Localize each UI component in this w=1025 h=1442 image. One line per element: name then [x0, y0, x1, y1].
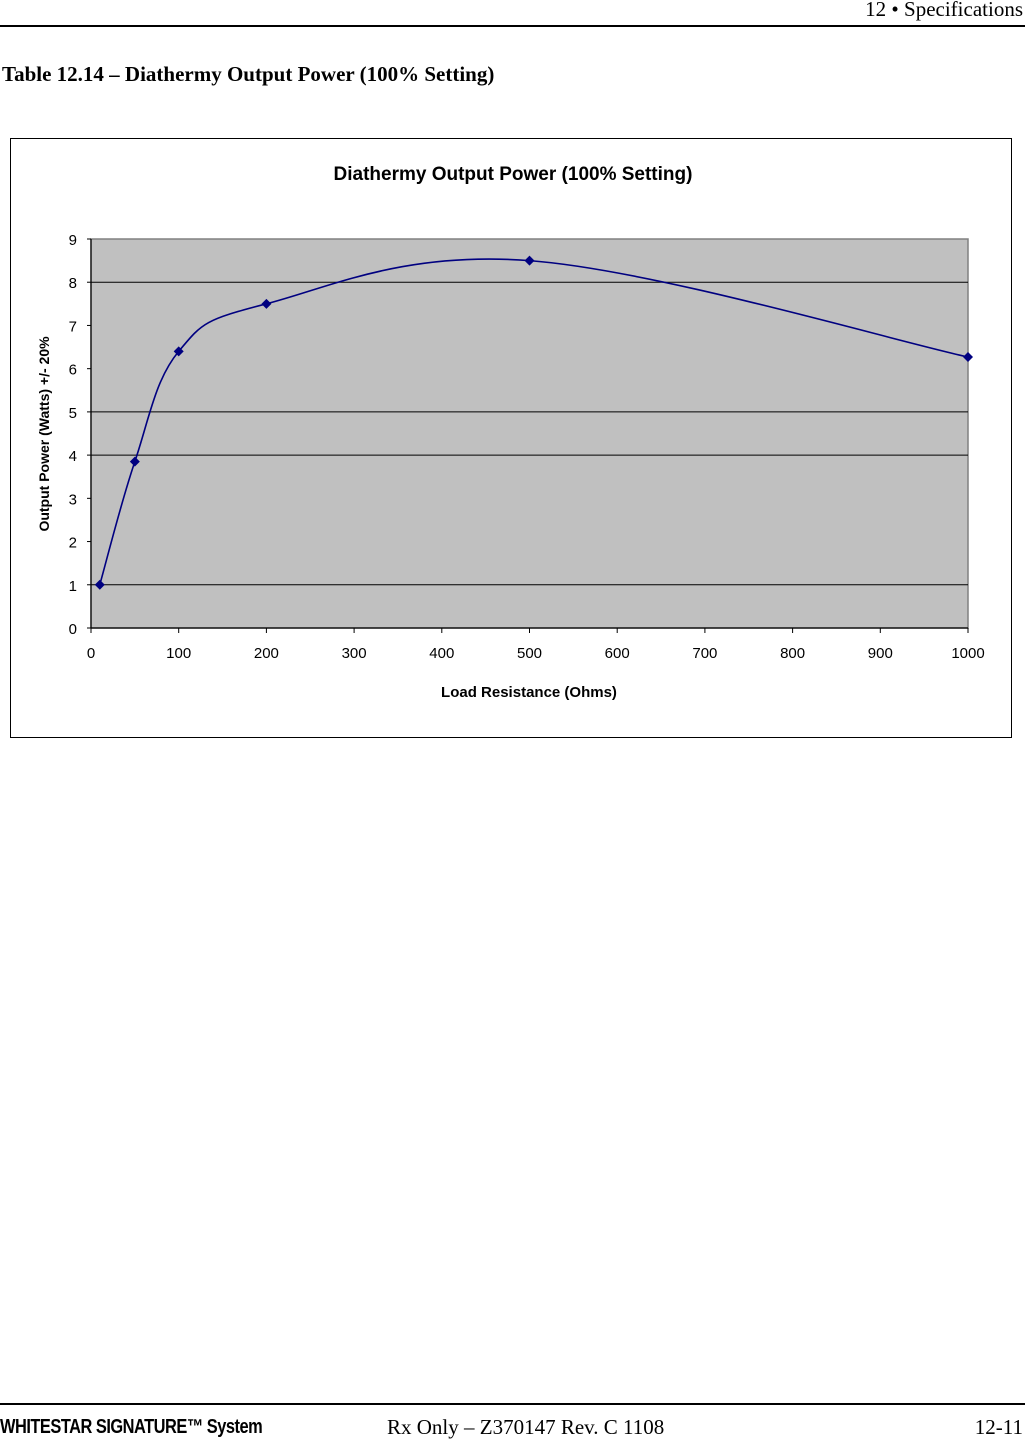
footer-document-id: Rx Only – Z370147 Rev. C 1108: [387, 1415, 665, 1439]
x-axis-label: Load Resistance (Ohms): [441, 684, 617, 701]
page-header-section: 12 • Specifications: [865, 0, 1023, 21]
x-tick-label: 300: [342, 645, 367, 662]
y-tick-label: 0: [69, 621, 77, 638]
y-tick-label: 9: [69, 232, 77, 249]
footer-page-number: 12-11: [974, 1415, 1023, 1439]
plot-area: [90, 238, 969, 629]
gridlines: [91, 281, 968, 586]
x-tick-label: 0: [87, 645, 95, 662]
line-chart: Diathermy Output Power (100% Setting) 0 1…: [36, 164, 985, 701]
y-tick-label: 4: [69, 448, 77, 465]
footer-product-name: WHITESTAR SIGNATURE™ System: [0, 1416, 263, 1438]
diamond-marker: [261, 298, 272, 309]
diamond-marker: [963, 351, 973, 362]
x-tick-label: 500: [517, 645, 542, 662]
diamond-marker: [173, 346, 184, 357]
chart-frame: Diathermy Output Power (100% Setting) 0 1…: [10, 138, 1012, 738]
x-tick-label: 200: [254, 645, 279, 662]
table-title: Table 12.14 – Diathermy Output Power (10…: [2, 62, 495, 86]
x-tick-label: 1000: [951, 645, 984, 662]
header-rule: [0, 25, 1025, 27]
chart-title: Diathermy Output Power (100% Setting): [334, 164, 693, 185]
x-tick-label: 100: [166, 645, 191, 662]
footer-rule: [0, 1403, 1025, 1405]
y-axis-label: Output Power (Watts) +/- 20%: [36, 336, 52, 532]
x-tick-label: 400: [429, 645, 454, 662]
y-tick-label: 1: [69, 578, 77, 595]
diamond-marker: [524, 255, 535, 266]
y-axis-ticks: 0 1 2 3 4 5 6 7 8 9: [69, 232, 91, 638]
x-tick-label: 800: [780, 645, 805, 662]
y-tick-label: 2: [69, 535, 77, 552]
diamond-marker: [94, 579, 105, 590]
y-tick-label: 8: [69, 275, 77, 292]
x-tick-label: 600: [605, 645, 630, 662]
y-tick-label: 7: [69, 318, 77, 335]
x-tick-label: 900: [868, 645, 893, 662]
y-tick-label: 3: [69, 491, 77, 508]
x-tick-label: 700: [692, 645, 717, 662]
x-axis-ticks: 0 100 200 300 400 500 600 700 800 900 1000: [87, 628, 985, 662]
y-tick-label: 6: [69, 362, 77, 379]
diamond-marker: [129, 456, 140, 467]
y-tick-label: 5: [69, 405, 77, 422]
data-markers: [94, 255, 973, 590]
